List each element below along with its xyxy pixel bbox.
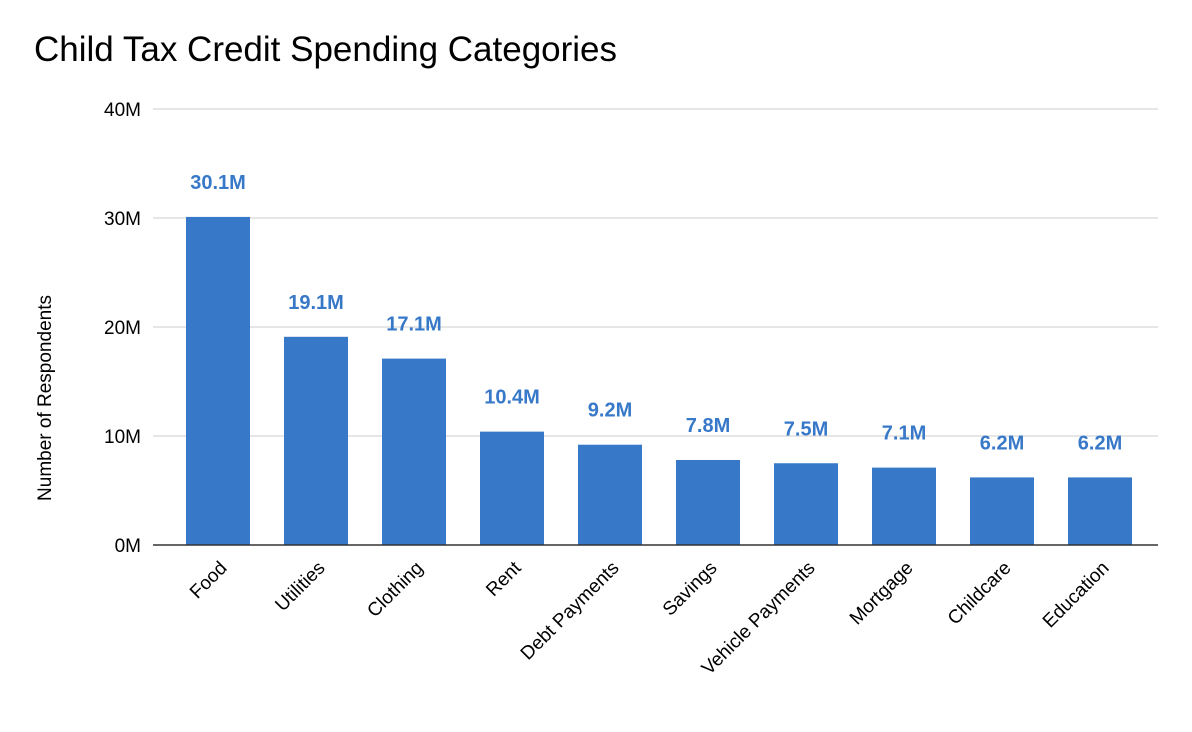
bar-education bbox=[1068, 477, 1132, 545]
data-label: 7.1M bbox=[882, 423, 926, 445]
data-label: 9.2M bbox=[588, 400, 632, 422]
bar-rent bbox=[480, 431, 544, 545]
labels: 0M 10M 20M 30M 40M 30.1M Food 19.1M Utilities 17.… bbox=[104, 100, 1122, 679]
data-label: 10.4M bbox=[484, 387, 540, 409]
bar-savings bbox=[676, 459, 740, 545]
y-tick-label: 10M bbox=[104, 427, 141, 448]
x-tick-label: Education bbox=[1039, 558, 1114, 633]
y-tick-label: 40M bbox=[104, 100, 141, 121]
x-tick-label: Utilities bbox=[271, 558, 329, 616]
y-axis-title: Number of Respondents bbox=[35, 295, 56, 501]
bar-food bbox=[186, 216, 250, 545]
x-tick-label: Mortgage bbox=[846, 558, 918, 630]
y-tick-label: 20M bbox=[104, 318, 141, 339]
x-tick-label: Clothing bbox=[363, 558, 427, 622]
x-tick-label: Food bbox=[186, 558, 231, 603]
bars bbox=[186, 216, 1132, 545]
y-tick-label: 30M bbox=[104, 209, 141, 230]
x-tick-label: Rent bbox=[482, 557, 526, 601]
data-label: 6.2M bbox=[1078, 432, 1122, 454]
bar-vehicle-payments bbox=[774, 463, 838, 545]
data-label: 17.1M bbox=[386, 314, 442, 336]
bar-debt-payments bbox=[578, 444, 642, 545]
chart-title: Child Tax Credit Spending Categories bbox=[34, 30, 618, 69]
data-label: 6.2M bbox=[980, 432, 1024, 454]
y-tick-label: 0M bbox=[115, 536, 141, 557]
data-label: 7.5M bbox=[784, 418, 828, 440]
data-label: 19.1M bbox=[288, 292, 344, 314]
data-label: 7.8M bbox=[686, 415, 730, 437]
bar-childcare bbox=[970, 477, 1034, 545]
data-label: 30.1M bbox=[190, 172, 246, 194]
bar-mortgage bbox=[872, 467, 936, 545]
x-tick-label: Childcare bbox=[944, 558, 1016, 630]
x-tick-label: Debt Payments bbox=[517, 558, 624, 665]
bar-utilities bbox=[284, 336, 348, 545]
bar-clothing bbox=[382, 358, 446, 545]
x-tick-label: Savings bbox=[659, 558, 722, 621]
